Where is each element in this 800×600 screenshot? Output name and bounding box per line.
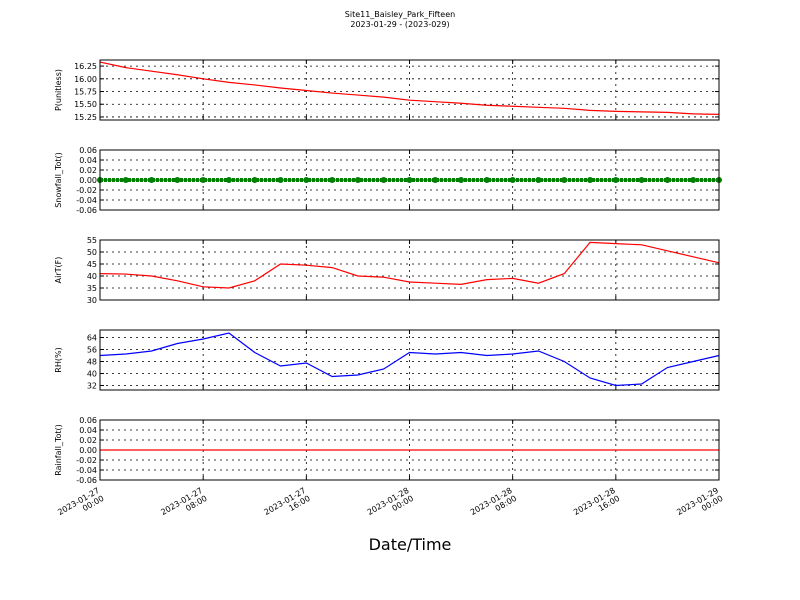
y-tick-label: 16.25 [74,62,97,71]
y-tick-label: 0.00 [79,176,97,185]
y-tick-label: -0.04 [76,466,97,475]
y-axis-label: Rainfall_Tot() [54,424,63,476]
y-tick-label: 64 [87,334,97,343]
y-tick-label: 56 [87,346,97,355]
plot-frame [99,239,720,301]
y-tick-label: -0.06 [76,476,97,485]
y-tick-label: 0.04 [79,426,97,435]
plot-frame [99,59,720,121]
data-line [99,61,720,116]
y-tick-label: 15.75 [74,88,97,97]
subtitle: 2023-01-29 - (2023-029) [350,20,449,29]
y-tick-label: 0.04 [79,156,97,165]
y-tick-label: 40 [87,370,97,379]
y-tick-label: 55 [87,236,97,245]
y-tick-label: 45 [87,260,97,269]
data-line [99,241,720,289]
y-tick-label: 15.50 [74,100,97,109]
subplot: 30 35 40 45 50 55 AirT(F) [54,236,720,305]
plot-frame [99,149,720,211]
data-line [99,332,720,387]
y-axis-label: RH(%) [54,347,63,372]
subplot: 32 40 48 56 64 RH(%) [54,329,720,391]
y-tick-label: 0.06 [79,416,97,425]
y-tick-label: 35 [87,284,97,293]
y-tick-label: 50 [87,248,97,257]
y-tick-label: 40 [87,272,97,281]
y-tick-label: 32 [87,382,97,391]
title: Site11_Baisley_Park_Fifteen [345,10,455,19]
y-axis-label: Snowfall_Tot() [54,152,63,208]
y-tick-label: -0.06 [76,206,97,215]
y-tick-label: 16.00 [74,75,97,84]
y-tick-label: 0.06 [79,146,97,155]
subplot: 15.25 15.50 15.75 16.00 16.25 P(unitless) [54,59,720,122]
y-tick-label: -0.02 [76,456,97,465]
x-axis-label: Date/Time [369,535,452,554]
y-tick-label: 0.00 [79,446,97,455]
plot-frame [99,329,720,391]
y-tick-label: 0.02 [79,166,97,175]
y-tick-label: -0.04 [76,196,97,205]
subplot: -0.06-0.04-0.020.000.020.040.06 Snowfall_… [54,146,722,215]
y-axis-label: AirT(F) [54,257,63,284]
y-tick-label: -0.02 [76,186,97,195]
y-axis-label: P(unitless) [54,69,63,111]
y-tick-label: 15.25 [74,113,97,122]
subplot: -0.06-0.04-0.020.000.020.040.06 Rainfall_… [54,416,720,485]
y-tick-label: 0.02 [79,436,97,445]
y-tick-label: 48 [87,358,97,367]
y-tick-label: 30 [87,296,97,305]
plot-frame [99,419,720,481]
